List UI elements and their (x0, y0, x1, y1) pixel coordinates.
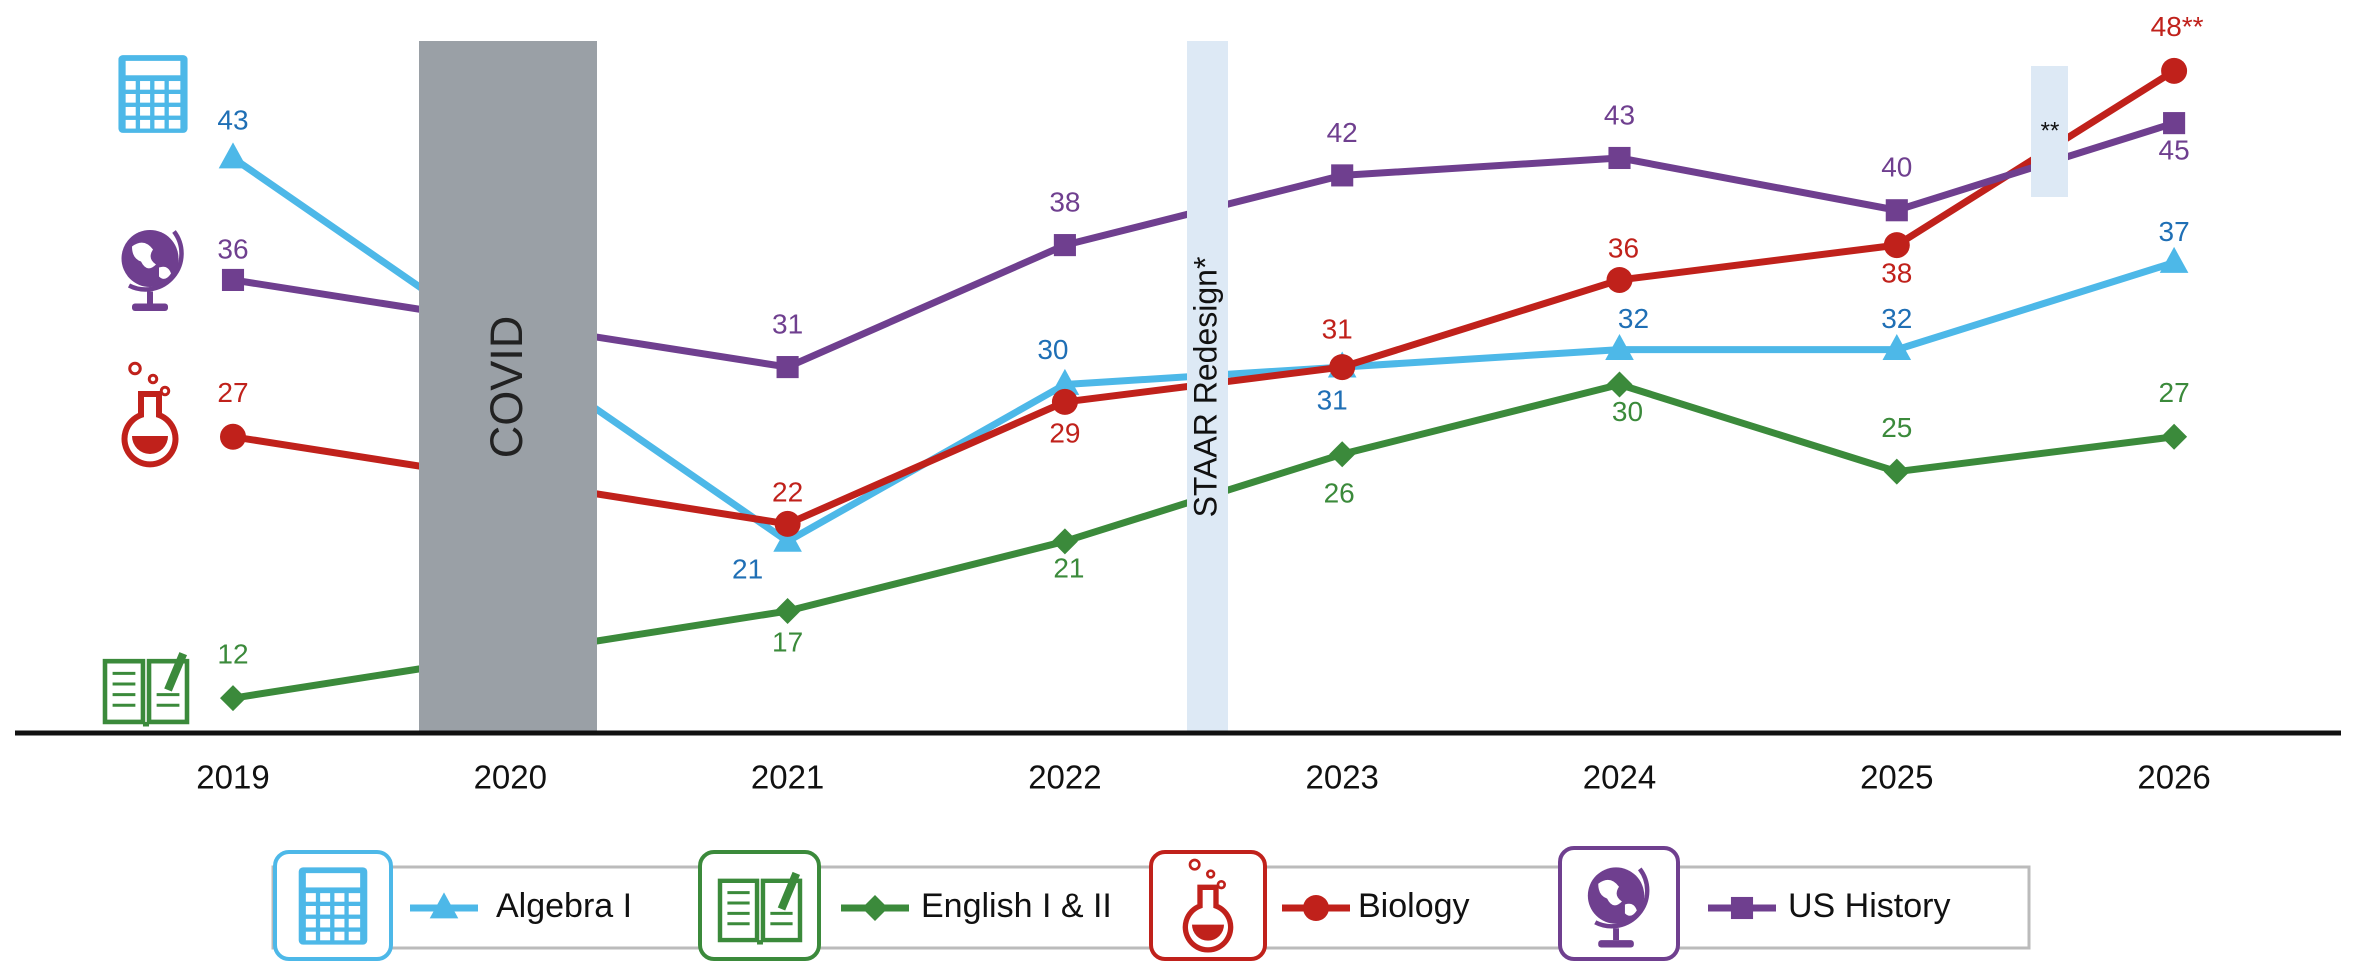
data-point (2161, 57, 2188, 84)
data-label: 30 (1037, 334, 1068, 365)
x-tick-label: 2022 (1028, 759, 1101, 796)
data-label: 21 (732, 554, 763, 585)
data-point (1051, 528, 1078, 555)
data-label: 43 (1604, 99, 1635, 130)
x-tick-label: 2023 (1305, 759, 1378, 796)
x-tick-label: 2019 (196, 759, 269, 796)
data-point (1329, 441, 1356, 468)
x-tick-label: 2026 (2137, 759, 2210, 796)
data-point (776, 356, 799, 379)
annotation: STAAR Redesign* (1187, 257, 1223, 518)
data-point (1605, 334, 1634, 361)
data-label: 12 (217, 639, 248, 670)
data-label: 40 (1881, 152, 1912, 183)
data-label: 36 (1608, 232, 1639, 263)
data-label: 27 (2159, 377, 2190, 408)
data-point (1050, 368, 1080, 395)
icon-flask (125, 363, 176, 464)
icon-globe (122, 230, 182, 311)
data-label: 38 (1881, 257, 1912, 288)
legend-marker (429, 892, 459, 919)
data-label: 17 (772, 626, 803, 657)
icon-calculator (118, 55, 188, 133)
data-point (1882, 334, 1912, 361)
staar-band (1187, 41, 1228, 733)
data-point (1053, 234, 1076, 257)
data-point (1606, 266, 1633, 293)
data-point (1331, 164, 1354, 187)
data-point (2159, 246, 2189, 273)
data-point (774, 510, 801, 537)
data-point (220, 423, 246, 450)
data-label: 42 (1327, 117, 1358, 148)
annotation: ** (2041, 117, 2060, 144)
covid-band (419, 41, 597, 733)
x-tick-label: 2024 (1583, 759, 1656, 796)
data-point (220, 685, 246, 712)
data-point (1885, 199, 1908, 222)
data-point (1329, 354, 1356, 381)
data-label: 21 (1053, 553, 1084, 584)
legend-marker (862, 895, 888, 921)
legend-label: Biology (1358, 887, 1470, 925)
data-label: 31 (1322, 313, 1353, 344)
data-label: 45 (2159, 135, 2190, 166)
legend-marker (1730, 896, 1754, 920)
data-point (1883, 458, 1910, 485)
data-point (1883, 232, 1910, 259)
data-point (218, 142, 248, 169)
icon-book (105, 652, 187, 726)
data-label: 26 (1324, 478, 1355, 509)
data-label: 30 (1612, 396, 1643, 427)
data-label: 22 (772, 476, 803, 507)
data-label: 27 (217, 377, 248, 408)
legend-icon-frame (1149, 850, 1267, 961)
data-label: 38 (1049, 186, 1080, 217)
x-tick-label: 2025 (1860, 759, 1933, 796)
data-label: 31 (1317, 384, 1348, 415)
data-label: 48** (2151, 11, 2204, 42)
data-label: 36 (217, 233, 248, 264)
data-label: 37 (2159, 216, 2190, 247)
data-label: 29 (1049, 417, 1080, 448)
data-label: 32 (1618, 303, 1649, 334)
data-point (773, 525, 802, 552)
data-point (221, 268, 245, 291)
legend-label: Algebra I (496, 887, 632, 925)
x-tick-label: 2020 (474, 759, 547, 796)
annotations: COVID STAAR Redesign* (419, 41, 2068, 733)
data-point (2163, 112, 2186, 135)
note-band (2031, 66, 2068, 197)
annotation: COVID (481, 316, 532, 459)
legend-label: English I & II (921, 887, 1112, 925)
data-label: 43 (217, 104, 248, 135)
legend-label: US History (1788, 887, 1950, 925)
data-label: 25 (1881, 412, 1912, 443)
data-point (774, 598, 801, 625)
x-tick-label: 2021 (751, 759, 824, 796)
data-label: 31 (772, 308, 803, 339)
legend-icon (298, 867, 368, 945)
legend-icons (273, 846, 1680, 961)
data-point (2161, 423, 2188, 450)
data-point (1608, 146, 1631, 170)
data-point (1051, 388, 1078, 415)
data-point (1606, 371, 1633, 398)
data-label: 32 (1881, 303, 1912, 334)
series-layer: 43 21 30 31 32 32 37 12 17 21 26 30 25 27 27 22 29 31 36 38… (196, 11, 2211, 925)
legend-marker (1303, 895, 1329, 921)
